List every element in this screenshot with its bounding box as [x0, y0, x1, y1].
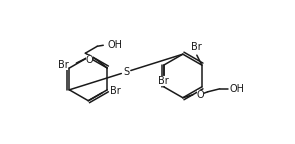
Text: Br: Br: [110, 86, 121, 96]
Text: S: S: [123, 67, 129, 77]
Text: Br: Br: [58, 60, 68, 70]
Text: Br: Br: [191, 42, 202, 52]
Text: OH: OH: [230, 84, 245, 94]
Text: Br: Br: [158, 76, 169, 86]
Text: O: O: [86, 55, 93, 65]
Text: O: O: [197, 90, 204, 100]
Text: OH: OH: [107, 40, 122, 50]
